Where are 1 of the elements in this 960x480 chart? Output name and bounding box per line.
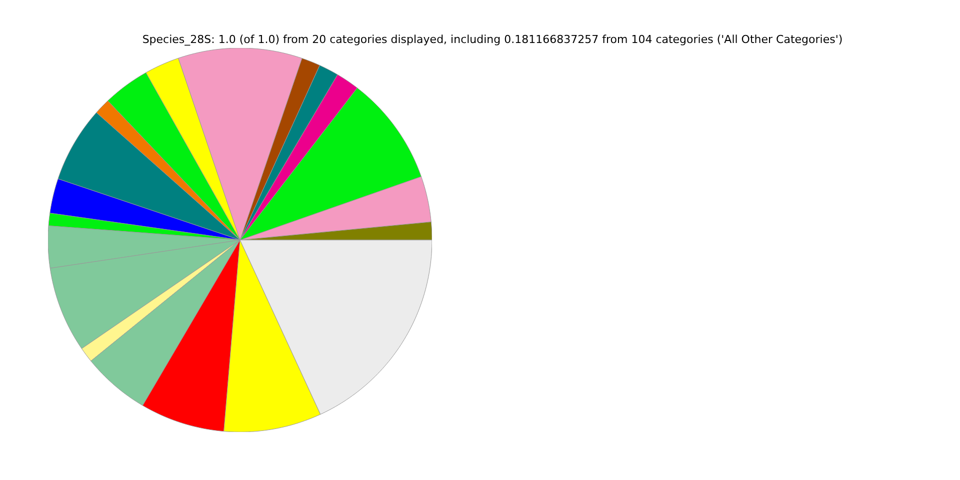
text: Species_28S: 1.0 (of 1.0) from 20 categories displayed, including 0.181166837257 from 104 categories ('All Other Categories') [142, 33, 843, 46]
